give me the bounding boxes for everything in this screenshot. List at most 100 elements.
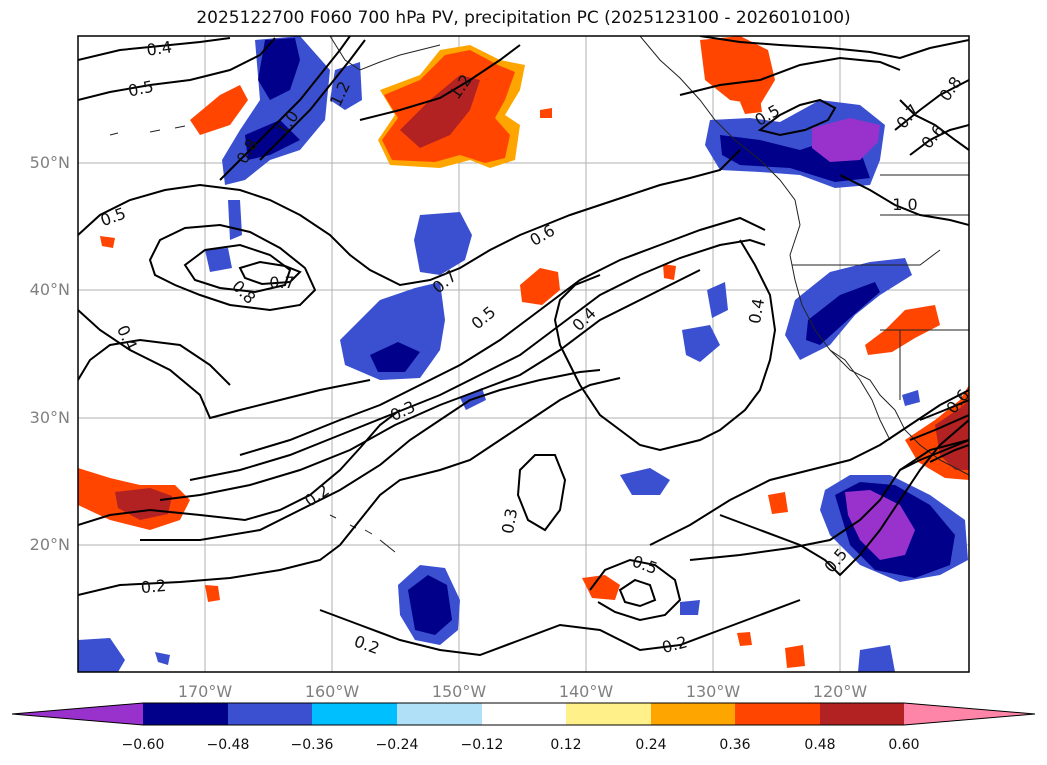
blue-area-sw-corner	[78, 638, 170, 672]
colorbar-swatch	[735, 703, 820, 725]
lon-label: 130°W	[685, 682, 741, 701]
orange-area-north-1	[190, 85, 248, 135]
contour-0p4-west	[78, 309, 371, 420]
contour-0p5-north	[78, 37, 276, 101]
contour-1p0-coast	[839, 174, 969, 226]
contour-0p4-east	[553, 239, 777, 452]
contour-mid-4	[78, 409, 401, 526]
contour-0p5-west	[78, 338, 231, 386]
contour-0p2-bottom	[319, 599, 801, 657]
blue-area-se-bottom	[680, 600, 895, 672]
map-frame	[77, 35, 970, 673]
contour-mid-2	[189, 238, 766, 481]
blue-area-35n	[340, 282, 445, 380]
contour-0p6-south	[618, 578, 657, 608]
contour-0p6-ne	[909, 124, 969, 156]
contour-outer-ring	[78, 149, 741, 287]
darkblue-area-coast-40n	[806, 282, 880, 345]
lon-label: 150°W	[431, 682, 487, 701]
orange-area-north-2	[700, 36, 775, 114]
lon-label: 160°W	[304, 682, 360, 701]
contour-0p7-coast	[899, 99, 969, 151]
contour-0p5-south	[589, 558, 682, 622]
contour-label: 0.3	[498, 507, 521, 535]
contour-1p0-north	[259, 39, 366, 161]
contour-low-ring-2	[183, 243, 292, 294]
colorbar-tick-label: 0.12	[550, 737, 582, 753]
blue-area-38n	[682, 282, 728, 362]
colorbar-tick-label: −0.36	[290, 737, 334, 753]
contour-label: 0.7	[269, 273, 294, 292]
contour-mexico-1	[899, 399, 969, 471]
lon-label: 170°W	[177, 682, 233, 701]
lon-label: 140°W	[558, 682, 614, 701]
contour-0p2-south	[78, 377, 621, 596]
contour-0p6-se	[649, 389, 969, 546]
contour-1p2-north	[359, 44, 521, 121]
darkblue-area-35n	[370, 342, 420, 372]
lon-label: 120°W	[812, 682, 868, 701]
contour-mid-3	[159, 269, 701, 501]
colorbar-swatch	[651, 703, 735, 725]
contour-0p4-north	[78, 37, 231, 61]
contour-1p0-ne	[679, 56, 901, 96]
blue-area-45n-2	[205, 200, 242, 272]
orange-area-42n	[520, 268, 560, 305]
contour-coast-small-1	[757, 98, 837, 137]
contour-0p3-inner	[516, 454, 567, 532]
precip-negative-areas	[78, 36, 968, 672]
contour-0p4-se	[689, 439, 969, 561]
contour-mid-1	[239, 216, 766, 456]
blue-area-25n-mid	[620, 468, 670, 495]
pv-contours	[78, 36, 969, 657]
hawaii-islands	[329, 514, 396, 553]
contour-0p8-north	[219, 36, 351, 181]
contour-low-ring-3	[238, 260, 302, 286]
contour-label: 0.4	[745, 297, 768, 325]
colorbar-swatch	[482, 703, 566, 725]
contour-label: 0.5	[126, 77, 155, 101]
colorbar-swatch	[820, 703, 904, 725]
contour-label: 1.0	[892, 195, 917, 214]
colorbar-tick-label: −0.60	[121, 737, 165, 753]
colorbar-swatch	[397, 703, 482, 725]
blue-area-small-east	[902, 390, 920, 406]
contour-1p2-ne	[699, 36, 969, 60]
colorbar-swatch	[904, 703, 1035, 725]
contour-low-ring-1	[148, 223, 317, 312]
colorbar-swatch	[312, 703, 397, 725]
colorbar-swatch	[566, 703, 651, 725]
contour-0p5-se	[719, 419, 969, 577]
contour-label: 0.4	[145, 37, 173, 59]
lat-label: 50°N	[29, 153, 70, 172]
precip-positive-areas	[78, 36, 969, 668]
darkred-area-gulf-alaska	[400, 75, 480, 148]
colorbar-tick-label: −0.24	[375, 737, 419, 753]
colorbar-tick-label: −0.48	[206, 737, 250, 753]
coastline-north-america	[639, 36, 969, 476]
coastlines	[109, 36, 969, 553]
aleutian-islands	[109, 125, 186, 136]
contour-0p8-ne	[894, 79, 969, 131]
colorbar-tick-label: 0.60	[888, 737, 920, 753]
lat-label: 20°N	[29, 535, 70, 554]
contour-0p3-south	[140, 369, 601, 541]
colorbar	[11, 702, 1036, 726]
coastline-baja	[829, 349, 891, 441]
darkblue-area-15n	[408, 575, 452, 635]
blue-area-45n	[414, 212, 472, 275]
colorbar-tick-label: 0.24	[635, 737, 667, 753]
lat-label: 40°N	[29, 280, 70, 299]
coastline-alaska	[329, 36, 441, 71]
colorbar-outline	[11, 702, 1036, 726]
purple-area-baja-south	[845, 490, 915, 560]
colorbar-swatch	[228, 703, 312, 725]
colorbar-tick-label: 0.48	[804, 737, 836, 753]
purple-area-coast-north	[812, 118, 880, 162]
contour-label: 0.2	[140, 576, 167, 597]
colorbar-swatch	[12, 703, 143, 725]
colorbar-tick-label: −0.12	[460, 737, 504, 753]
map-title: 2025122700 F060 700 hPa PV, precipitatio…	[196, 8, 851, 28]
lat-label: 30°N	[29, 408, 70, 427]
